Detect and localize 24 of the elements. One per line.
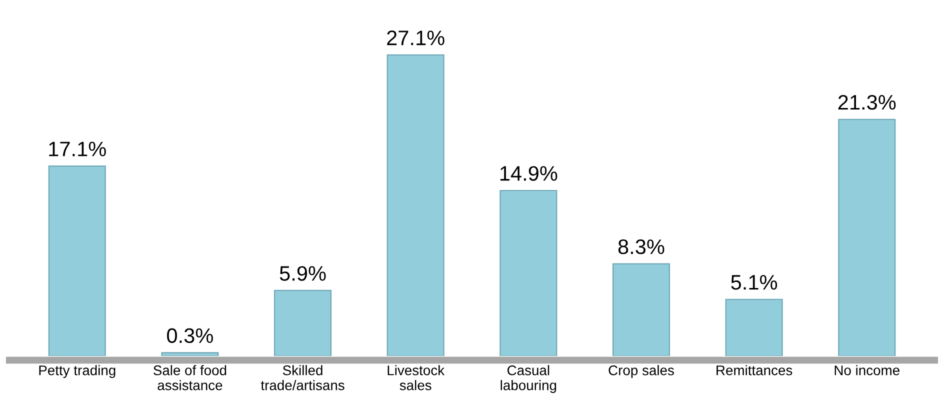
bar <box>838 118 896 356</box>
x-tick-label: Crop sales <box>608 365 674 378</box>
x-tick-label: Casual labouring <box>500 365 556 393</box>
bar <box>612 263 670 356</box>
x-tick-label: Petty trading <box>39 365 116 378</box>
data-label: 27.1% <box>387 30 444 46</box>
bar <box>500 190 558 356</box>
data-label: 17.1% <box>49 142 106 156</box>
bar <box>161 352 219 356</box>
data-label: 21.3% <box>838 94 896 110</box>
x-tick-label: Sale of food assistance <box>154 365 226 390</box>
data-label: 5.1% <box>731 275 778 290</box>
x-tick-label: Remittances <box>716 365 792 376</box>
bar <box>386 54 444 356</box>
x-tick-label: Livestock sales <box>388 365 445 390</box>
bar <box>274 290 332 356</box>
bar <box>725 298 783 356</box>
bar <box>48 166 106 356</box>
data-label: 0.3% <box>167 328 213 344</box>
x-tick-label: No income <box>834 365 900 376</box>
x-tick-label: Skilled trade/artisans <box>260 365 344 390</box>
data-label: 5.9% <box>280 266 326 281</box>
data-label: 8.3% <box>618 239 664 254</box>
data-label: 14.9% <box>500 166 558 181</box>
